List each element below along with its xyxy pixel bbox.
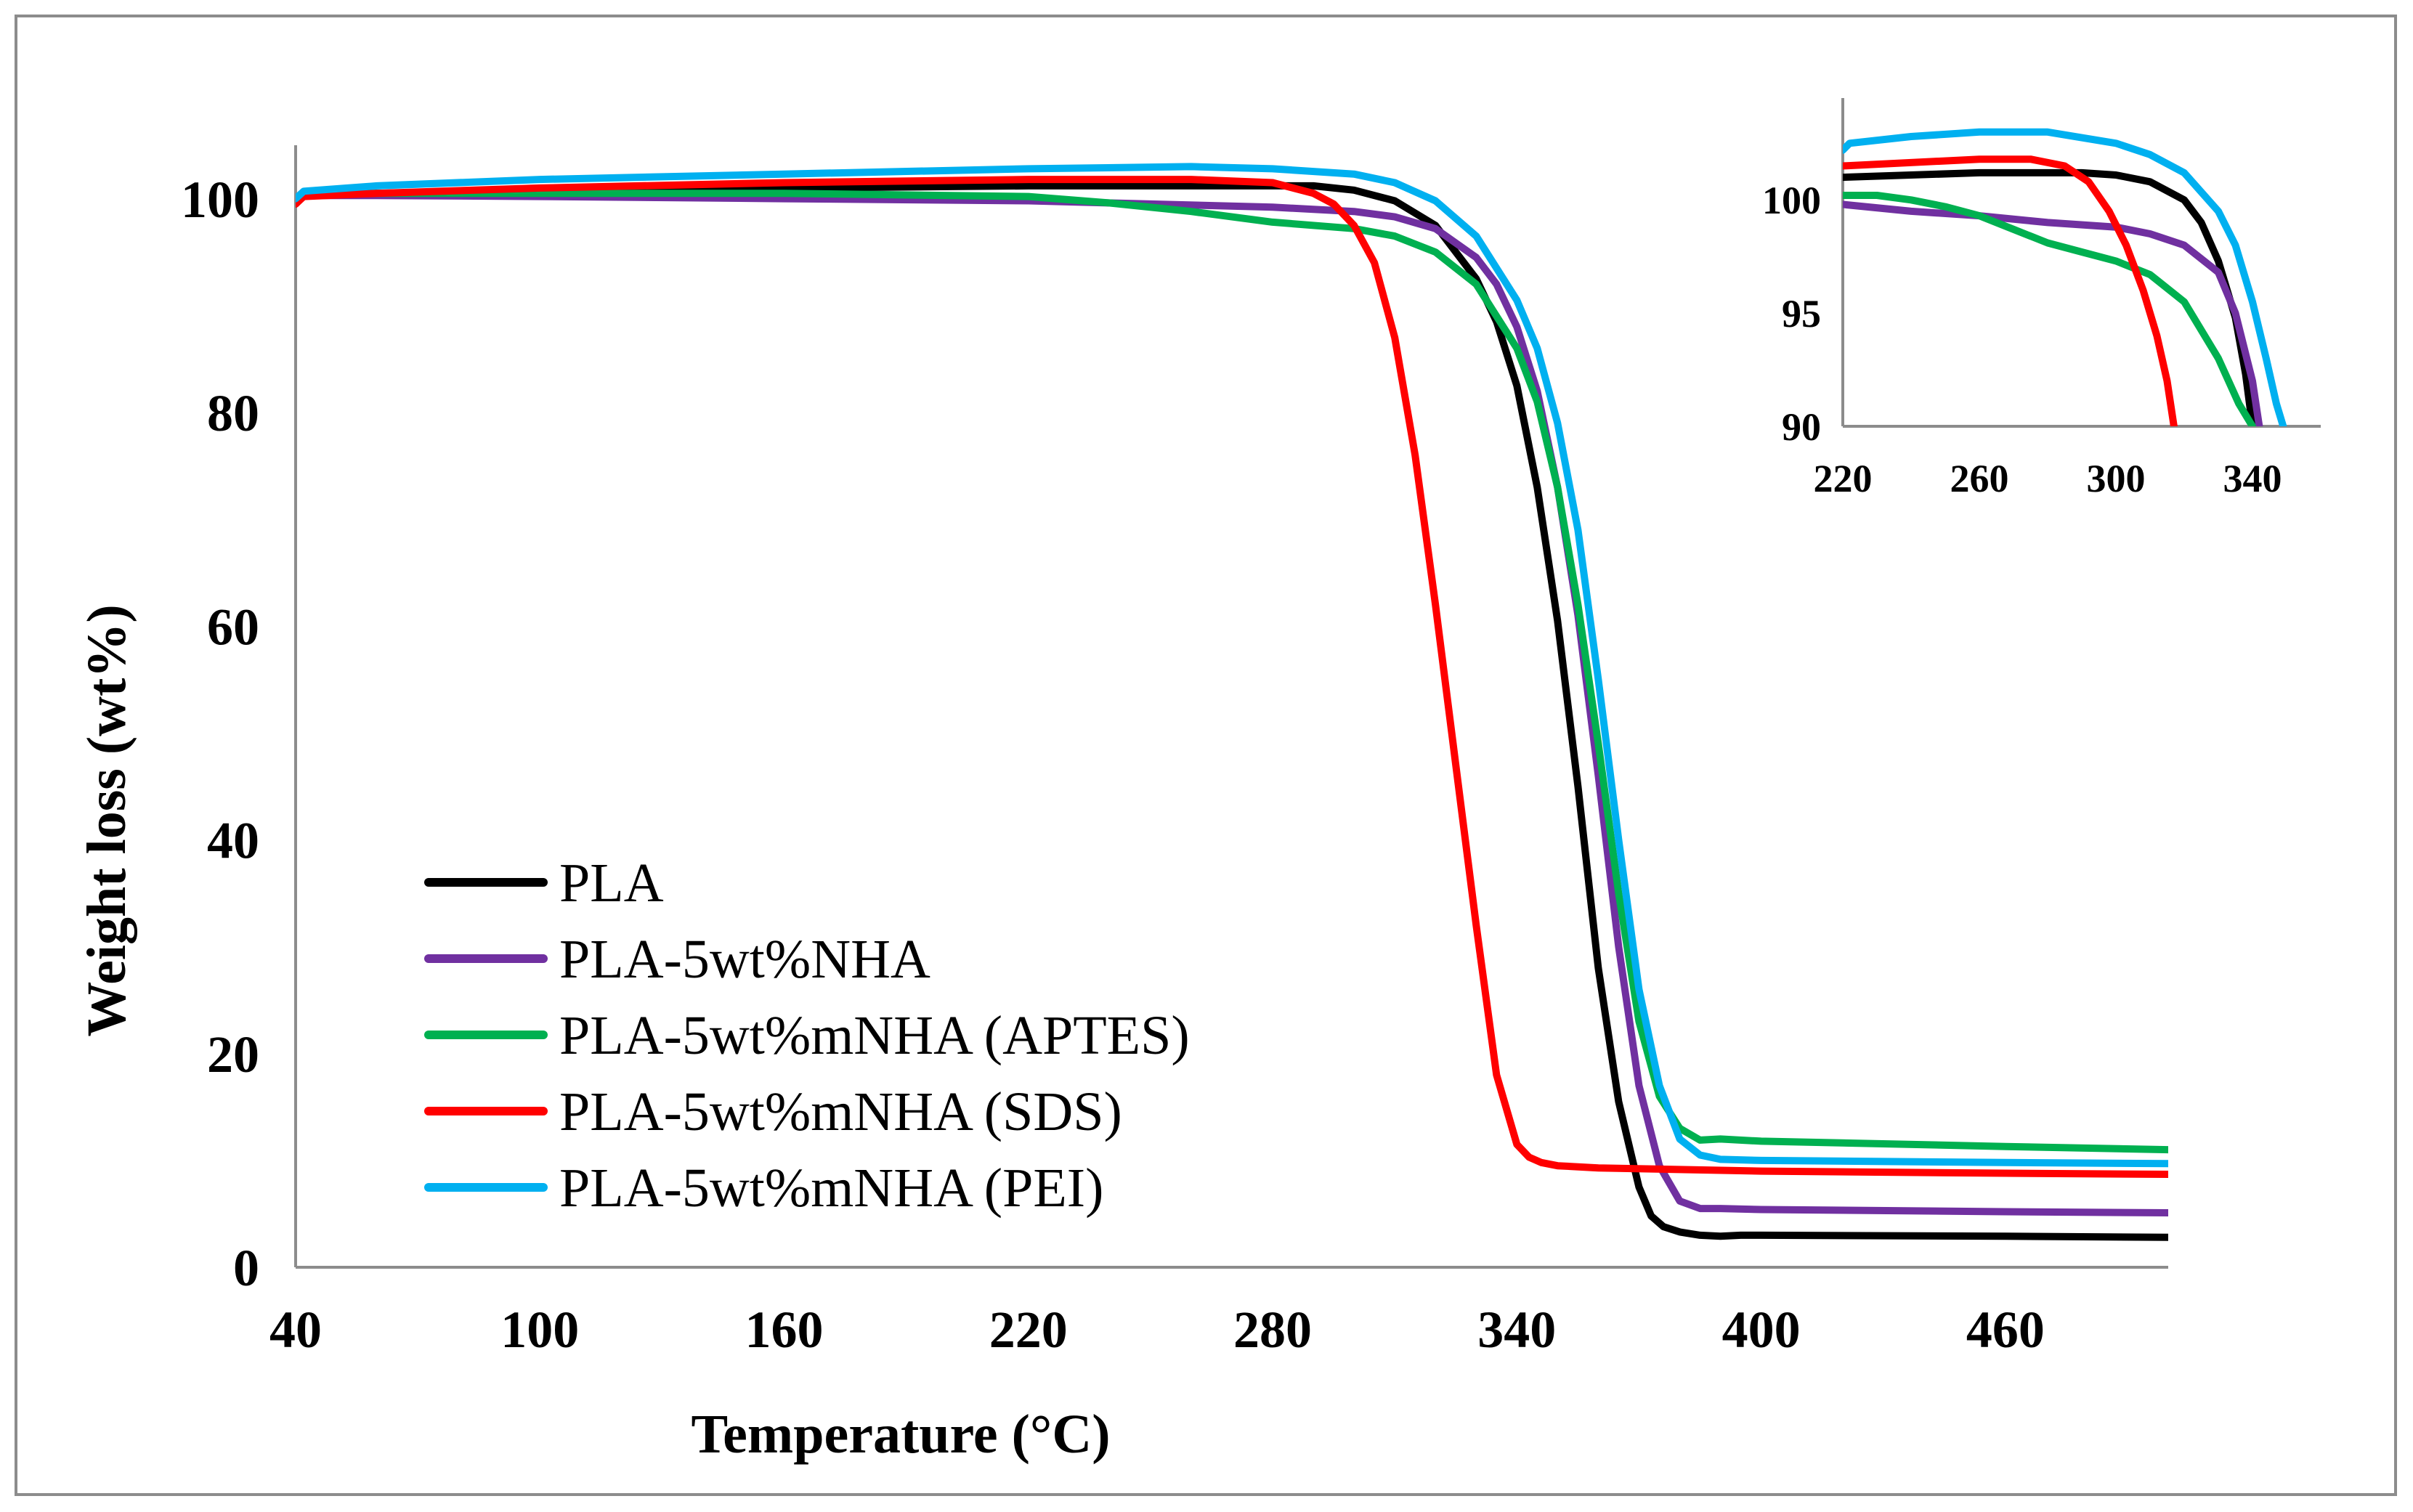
inset-x-tick-label: 340 — [2223, 457, 2282, 500]
main-y-tick-label: 100 — [181, 171, 259, 229]
main-series — [296, 163, 2168, 1241]
main-series-line-pla-5wt-mnha-sds — [296, 176, 2168, 1178]
main-y-tick-label: 80 — [207, 384, 259, 442]
main-series-line-pla — [296, 182, 2168, 1241]
legend-label-pla-5wt-mnha-pei: PLA-5wt%mNHA (PEI) — [559, 1158, 1103, 1219]
inset-series — [1843, 128, 2287, 426]
main-x-tick-label: 160 — [745, 1301, 824, 1359]
figure-frame — [15, 15, 2397, 1496]
y-axis-label: Weight loss (wt%) — [76, 604, 137, 1036]
main-x-tick-label: 100 — [500, 1301, 579, 1359]
legend-label-pla-5wt-mnha-sds: PLA-5wt%mNHA (SDS) — [559, 1081, 1122, 1142]
inset-y-tick-label: 100 — [1762, 179, 1821, 222]
main-series-line-pla-5wt-mnha-pei — [296, 163, 2168, 1168]
main-plot: 40 100 160 220 280 340 400 460 0 20 40 60 80 100 Temp… — [76, 145, 2168, 1465]
x-axis-label: Temperature (°C) — [691, 1404, 1110, 1465]
inset-x-tick-label: 260 — [1950, 457, 2009, 500]
main-series-line-pla-5wt-mnha-aptes — [296, 190, 2168, 1154]
main-axes: 40 100 160 220 280 340 400 460 0 20 40 60 80 100 — [181, 145, 2168, 1359]
legend-label-pla-5wt-nha: PLA-5wt%NHA — [559, 929, 930, 990]
main-y-tick-label: 40 — [207, 812, 259, 870]
inset-y-tick-label: 90 — [1782, 405, 1821, 449]
main-x-tick-label: 280 — [1233, 1301, 1312, 1359]
inset-axes: 220 260 300 340 90 95 100 — [1762, 98, 2321, 500]
inset-x-tick-label: 300 — [2087, 457, 2146, 500]
main-y-tick-label: 60 — [207, 598, 259, 656]
main-x-tick-label: 460 — [1966, 1301, 2045, 1359]
main-series-line-pla-5wt-nha — [296, 192, 2168, 1216]
legend-label-pla: PLA — [559, 853, 664, 914]
inset-series-line-4 — [1843, 128, 2287, 426]
inset-x-tick-label: 220 — [1814, 457, 1873, 500]
main-y-tick-label: 0 — [233, 1239, 259, 1297]
legend: PLA PLA-5wt%NHA PLA-5wt%mNHA (APTES) PLA-5w… — [424, 853, 1190, 1219]
legend-label-pla-5wt-mnha-aptes: PLA-5wt%mNHA (APTES) — [559, 1005, 1190, 1066]
inset-series-line-2 — [1843, 192, 2256, 426]
inset-y-tick-label: 95 — [1782, 292, 1821, 336]
inset-plot: 220 260 300 340 90 95 100 — [1762, 98, 2321, 500]
inset-series-line-1 — [1843, 200, 2263, 426]
main-x-tick-label: 340 — [1477, 1301, 1556, 1359]
main-x-tick-label: 220 — [989, 1301, 1068, 1359]
main-y-tick-label: 20 — [207, 1025, 259, 1084]
main-x-tick-label: 400 — [1722, 1301, 1801, 1359]
inset-series-line-3 — [1843, 155, 2178, 426]
main-x-tick-label: 40 — [269, 1301, 322, 1359]
